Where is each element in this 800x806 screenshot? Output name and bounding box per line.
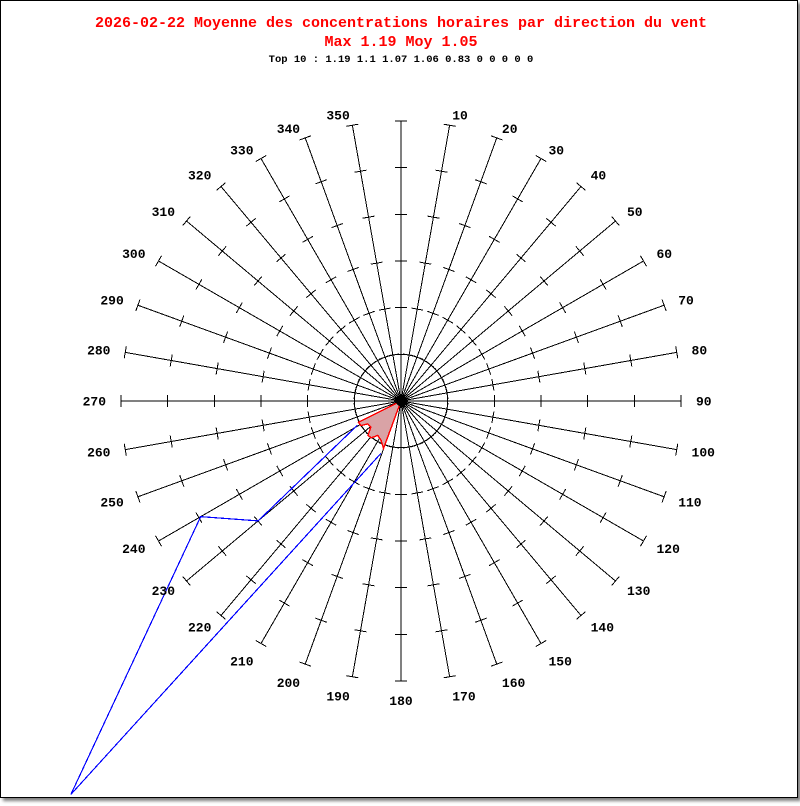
- svg-text:130: 130: [627, 584, 651, 599]
- svg-text:210: 210: [230, 654, 254, 669]
- svg-text:150: 150: [549, 654, 573, 669]
- svg-text:10: 10: [452, 108, 468, 123]
- svg-text:230: 230: [152, 584, 176, 599]
- svg-text:290: 290: [100, 294, 124, 309]
- svg-text:170: 170: [452, 690, 476, 705]
- svg-text:250: 250: [100, 495, 124, 510]
- svg-text:140: 140: [591, 620, 615, 635]
- svg-text:280: 280: [87, 343, 111, 358]
- svg-text:Max 1.19 Moy 1.05: Max 1.19 Moy 1.05: [324, 34, 477, 51]
- svg-text:110: 110: [678, 495, 702, 510]
- svg-text:80: 80: [692, 343, 708, 358]
- svg-text:70: 70: [678, 294, 694, 309]
- svg-text:330: 330: [230, 144, 254, 159]
- svg-text:200: 200: [277, 676, 301, 691]
- svg-text:160: 160: [502, 676, 526, 691]
- svg-text:50: 50: [627, 205, 643, 220]
- svg-text:120: 120: [656, 542, 680, 557]
- svg-text:270: 270: [83, 395, 107, 410]
- svg-text:300: 300: [122, 247, 146, 262]
- svg-text:310: 310: [152, 205, 176, 220]
- svg-text:320: 320: [188, 169, 212, 184]
- svg-text:20: 20: [502, 122, 518, 137]
- svg-text:220: 220: [188, 620, 212, 635]
- svg-text:260: 260: [87, 446, 111, 461]
- svg-text:180: 180: [389, 694, 413, 709]
- svg-text:90: 90: [696, 395, 712, 410]
- svg-text:240: 240: [122, 542, 146, 557]
- svg-text:100: 100: [692, 446, 716, 461]
- svg-text:Top 10 : 1.19 1.1 1.07 1.06 0.: Top 10 : 1.19 1.1 1.07 1.06 0.83 0 0 0 0…: [269, 54, 534, 66]
- svg-text:190: 190: [326, 690, 350, 705]
- svg-text:2026-02-22 Moyenne des concent: 2026-02-22 Moyenne des concentrations ho…: [95, 15, 707, 32]
- svg-text:350: 350: [326, 108, 350, 123]
- svg-text:40: 40: [591, 169, 607, 184]
- svg-text:60: 60: [656, 247, 672, 262]
- svg-text:30: 30: [549, 144, 565, 159]
- svg-text:340: 340: [277, 122, 301, 137]
